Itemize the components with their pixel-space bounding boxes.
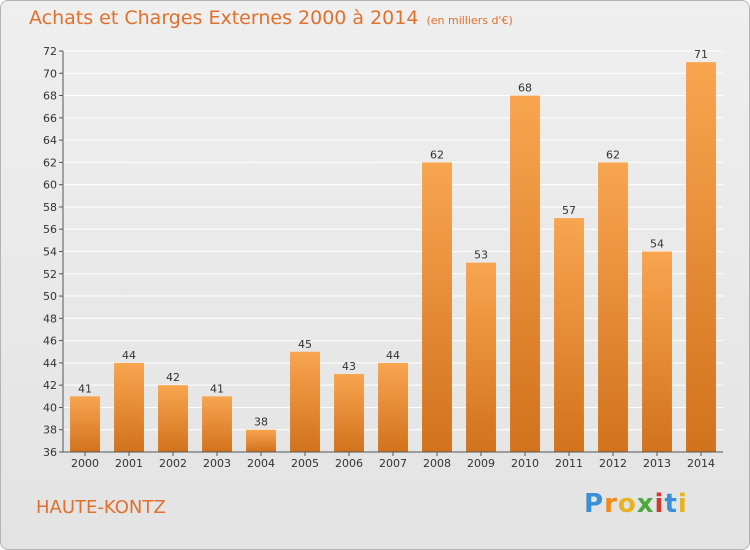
bar bbox=[158, 385, 188, 452]
y-tick-label: 62 bbox=[43, 156, 57, 169]
data-label: 41 bbox=[210, 382, 224, 395]
y-tick-label: 50 bbox=[43, 290, 57, 303]
data-label: 71 bbox=[694, 48, 708, 61]
x-tick-label: 2001 bbox=[115, 457, 143, 470]
logo-letter: P bbox=[584, 489, 605, 519]
data-label: 38 bbox=[254, 416, 268, 429]
chart-title: Achats et Charges Externes 2000 à 2014 (e… bbox=[29, 7, 513, 29]
x-tick-label: 2011 bbox=[555, 457, 583, 470]
data-label: 53 bbox=[474, 249, 488, 262]
x-tick-label: 2012 bbox=[599, 457, 627, 470]
y-tick-label: 54 bbox=[43, 246, 57, 259]
data-label: 44 bbox=[122, 349, 136, 362]
bar bbox=[510, 95, 540, 453]
y-tick-label: 56 bbox=[43, 223, 57, 236]
bar bbox=[422, 162, 452, 452]
bar bbox=[378, 362, 408, 452]
y-tick-label: 36 bbox=[43, 446, 57, 459]
data-label: 44 bbox=[386, 349, 400, 362]
y-tick-label: 60 bbox=[43, 179, 57, 192]
y-tick-label: 40 bbox=[43, 401, 57, 414]
y-tick-label: 64 bbox=[43, 134, 57, 147]
bar bbox=[70, 396, 100, 452]
bar bbox=[202, 396, 232, 452]
chart-title-main: Achats et Charges Externes 2000 à 2014 bbox=[29, 7, 419, 29]
bar bbox=[686, 62, 716, 453]
data-label: 68 bbox=[518, 82, 532, 95]
y-tick-label: 70 bbox=[43, 67, 57, 80]
logo-letter: r bbox=[604, 489, 618, 519]
y-tick-label: 58 bbox=[43, 201, 57, 214]
x-tick-label: 2005 bbox=[291, 457, 319, 470]
data-label: 62 bbox=[430, 148, 444, 161]
y-tick-label: 44 bbox=[43, 357, 57, 370]
y-tick-label: 38 bbox=[43, 424, 57, 437]
x-tick-label: 2003 bbox=[203, 457, 231, 470]
x-tick-label: 2010 bbox=[511, 457, 539, 470]
data-label: 43 bbox=[342, 360, 356, 373]
y-tick-label: 52 bbox=[43, 268, 57, 281]
x-tick-label: 2009 bbox=[467, 457, 495, 470]
logo-letter: o bbox=[617, 489, 637, 519]
logo-letter: x bbox=[636, 489, 655, 519]
bar bbox=[334, 374, 364, 452]
data-label: 54 bbox=[650, 238, 664, 251]
y-tick-label: 72 bbox=[43, 45, 57, 58]
x-tick-label: 2004 bbox=[247, 457, 275, 470]
data-label: 57 bbox=[562, 204, 576, 217]
y-tick-label: 42 bbox=[43, 379, 57, 392]
y-tick-label: 46 bbox=[43, 335, 57, 348]
x-tick-label: 2013 bbox=[643, 457, 671, 470]
bar bbox=[290, 351, 320, 452]
y-tick-label: 66 bbox=[43, 112, 57, 125]
bar bbox=[246, 429, 276, 452]
x-tick-label: 2000 bbox=[71, 457, 99, 470]
logo-letter: i bbox=[654, 489, 665, 519]
data-label: 41 bbox=[78, 382, 92, 395]
bar bbox=[598, 162, 628, 452]
x-tick-label: 2014 bbox=[687, 457, 715, 470]
bar bbox=[114, 362, 144, 452]
bar bbox=[554, 218, 584, 452]
y-tick-label: 48 bbox=[43, 312, 57, 325]
x-tick-label: 2007 bbox=[379, 457, 407, 470]
data-label: 62 bbox=[606, 148, 620, 161]
proxiti-logo: Proxiti bbox=[584, 489, 688, 519]
bar bbox=[466, 262, 496, 452]
logo-letter: i bbox=[677, 489, 688, 519]
logo-letter: t bbox=[664, 489, 678, 519]
x-tick-label: 2002 bbox=[159, 457, 187, 470]
data-label: 45 bbox=[298, 338, 312, 351]
x-tick-label: 2006 bbox=[335, 457, 363, 470]
bar bbox=[642, 251, 672, 452]
y-tick-label: 68 bbox=[43, 90, 57, 103]
data-label: 42 bbox=[166, 371, 180, 384]
town-name: HAUTE-KONTZ bbox=[36, 497, 166, 518]
bars: 41 44 42 41 38 45 43 44 62 53 68 57 62 54 71 bbox=[70, 48, 716, 453]
axes: 36 38 40 42 44 46 48 50 52 54 56 58 60 62 64 66 68 70 72 20… bbox=[43, 45, 723, 470]
chart-unit: (en milliers d'€) bbox=[426, 14, 513, 27]
x-tick-label: 2008 bbox=[423, 457, 451, 470]
